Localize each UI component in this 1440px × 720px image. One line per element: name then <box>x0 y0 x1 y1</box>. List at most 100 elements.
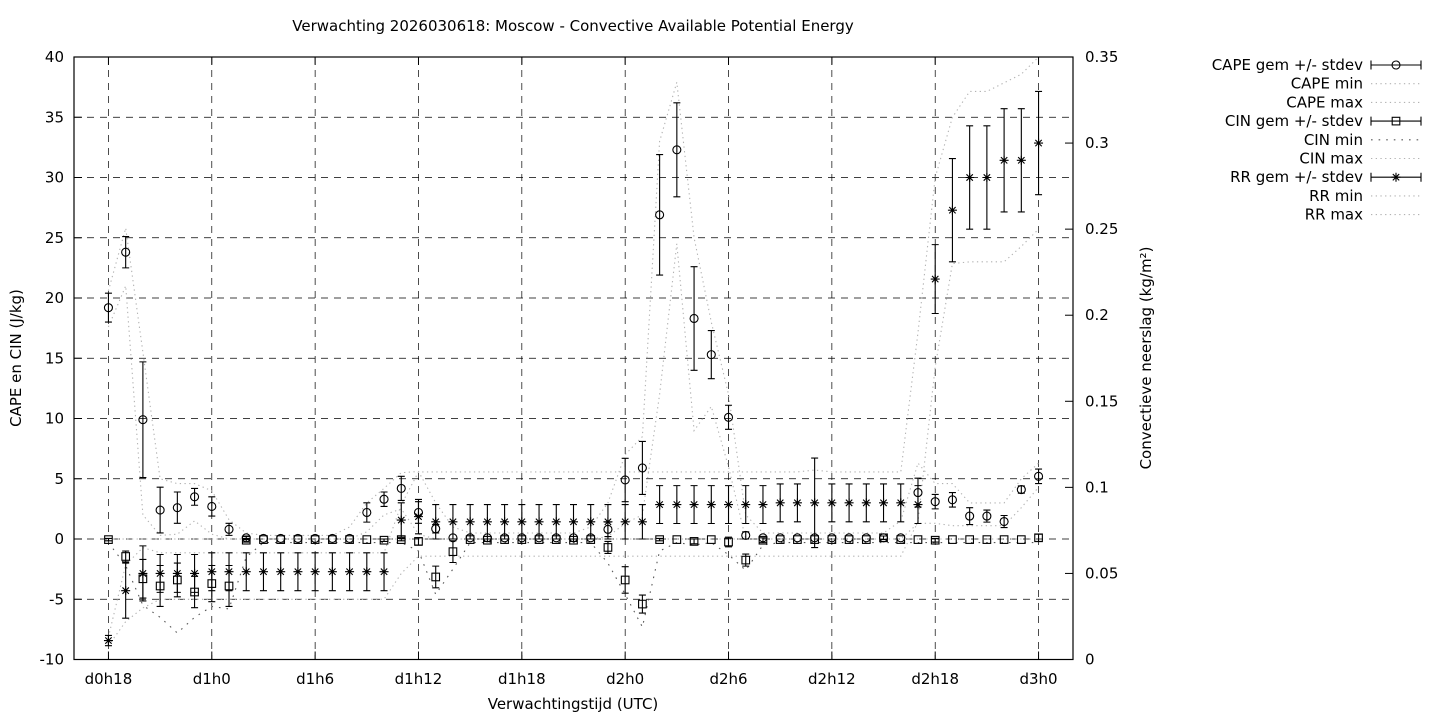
error-bar <box>242 537 250 543</box>
error-bar <box>690 266 698 371</box>
error-bar <box>621 566 629 594</box>
y-left-axis-label: CAPE en CIN (J/kg) <box>7 289 25 427</box>
asterisk-marker <box>827 498 837 508</box>
legend-label: CIN max <box>1299 150 1363 168</box>
asterisk-marker <box>999 155 1009 165</box>
asterisk-marker <box>293 567 303 577</box>
square-marker <box>930 535 940 545</box>
square-marker <box>982 535 992 544</box>
asterisk-marker <box>965 173 975 182</box>
square-marker <box>448 547 458 557</box>
square-marker <box>241 535 251 545</box>
circle-marker <box>982 511 992 521</box>
circle-marker <box>379 494 389 504</box>
y-left-tick-label: 35 <box>45 108 64 126</box>
y-right-tick-label: 0 <box>1085 651 1095 669</box>
circle-marker <box>655 210 665 220</box>
asterisk-marker <box>741 500 751 510</box>
error-bar <box>173 491 181 524</box>
circle-marker <box>775 533 785 543</box>
x-tick-label: d1h6 <box>296 670 334 688</box>
square-marker <box>414 537 423 546</box>
error-bar <box>208 496 216 517</box>
error-bar <box>104 292 112 323</box>
square-marker <box>879 533 888 543</box>
y-left-tick-label: 10 <box>45 410 64 428</box>
legend-label: CAPE gem +/- stdev <box>1212 56 1363 74</box>
envelope-cape-max <box>107 82 1039 536</box>
error-bar <box>725 404 733 430</box>
asterisk-marker <box>448 517 458 527</box>
y-left-tick-label: 15 <box>45 349 64 367</box>
square-marker <box>827 535 837 544</box>
circle-marker <box>155 505 165 515</box>
circle-marker <box>190 492 200 502</box>
circle-marker <box>947 495 957 505</box>
legend-entry: RR gem +/- stdev <box>1230 168 1422 186</box>
y-right-tick-label: 0.15 <box>1085 392 1118 410</box>
asterisk-marker <box>947 205 957 215</box>
x-tick-label: d1h0 <box>193 670 231 688</box>
legend-entry: CAPE min <box>1291 75 1421 93</box>
x-axis-label: Verwachtingstijd (UTC) <box>488 695 659 713</box>
asterisk-marker <box>672 500 682 510</box>
legend-entry: CAPE max <box>1286 93 1421 111</box>
asterisk-marker <box>413 512 423 522</box>
square-marker <box>362 535 372 544</box>
square-marker <box>741 555 751 565</box>
asterisk-marker <box>775 498 785 508</box>
error-bar <box>759 537 767 544</box>
legend-entry: CIN min <box>1304 131 1421 149</box>
asterisk-marker <box>861 498 871 508</box>
asterisk-marker <box>620 517 630 527</box>
square-marker <box>638 599 647 609</box>
error-bar <box>690 538 698 545</box>
error-bar <box>156 486 164 534</box>
asterisk-marker <box>190 568 200 578</box>
asterisk-marker <box>121 586 131 596</box>
y-left-tick-label: 20 <box>45 289 64 307</box>
error-bar <box>673 102 681 198</box>
circle-marker <box>930 497 940 507</box>
square-marker <box>345 535 354 544</box>
asterisk-marker <box>689 500 699 510</box>
circle-marker <box>689 313 699 324</box>
x-tick-label: d3h0 <box>1019 670 1057 688</box>
x-tick-label: d2h12 <box>808 670 856 688</box>
error-bar <box>363 502 371 523</box>
asterisk-marker <box>362 567 372 577</box>
square-marker <box>1016 535 1026 544</box>
asterisk-marker <box>792 498 802 508</box>
circle-marker <box>103 303 113 313</box>
square-marker <box>259 535 268 544</box>
error-bar <box>397 537 405 542</box>
legend-errorbar-sample <box>1370 116 1422 126</box>
error-bar <box>931 537 939 543</box>
asterisk-marker <box>465 517 475 527</box>
asterisk-marker <box>586 517 596 527</box>
y-left-tick-label: 5 <box>54 470 64 488</box>
error-bar <box>621 457 629 503</box>
error-bar <box>638 594 646 614</box>
circle-marker <box>896 533 906 543</box>
circle-marker <box>1391 60 1401 70</box>
asterisk-marker <box>534 517 544 527</box>
circle-marker <box>362 507 372 518</box>
square-marker <box>655 535 664 544</box>
circle-marker <box>672 145 682 155</box>
grid <box>74 56 1073 660</box>
asterisk-marker <box>896 498 906 508</box>
square-marker <box>310 535 320 544</box>
asterisk-marker <box>551 517 561 527</box>
asterisk-marker <box>930 274 940 284</box>
circle-marker <box>706 350 716 360</box>
asterisk-marker <box>482 517 492 527</box>
error-bar <box>449 540 457 564</box>
asterisk-marker <box>138 568 148 578</box>
x-tick-label: d2h0 <box>606 670 644 688</box>
asterisk-marker <box>603 517 613 527</box>
legend-label: CAPE min <box>1291 75 1363 93</box>
square-marker <box>672 535 682 544</box>
legend-entry: CIN gem +/- stdev <box>1225 112 1422 130</box>
